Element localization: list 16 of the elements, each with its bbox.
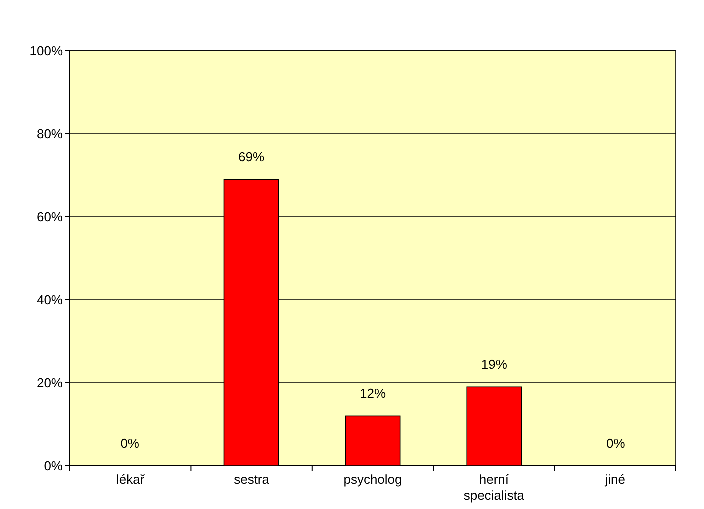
data-label: 0% bbox=[606, 436, 626, 451]
y-tick-label: 40% bbox=[36, 292, 64, 308]
data-label: 0% bbox=[120, 436, 140, 451]
x-tick-label: sestra bbox=[234, 472, 270, 487]
x-tick-label: psycholog bbox=[344, 472, 402, 487]
y-tick-label: 100% bbox=[30, 44, 64, 59]
y-tick-label: 20% bbox=[36, 376, 64, 391]
data-label: 19% bbox=[481, 357, 508, 372]
data-label: 69% bbox=[238, 150, 265, 165]
y-tick-label: 80% bbox=[36, 126, 64, 142]
x-tick-label: herní specialista bbox=[464, 472, 526, 503]
y-tick-label: 0% bbox=[44, 458, 64, 474]
y-tick-label: 60% bbox=[36, 210, 64, 225]
x-tick-label: jiné bbox=[604, 472, 626, 487]
data-label: 12% bbox=[360, 386, 386, 402]
x-tick-label: lékař bbox=[116, 472, 146, 487]
